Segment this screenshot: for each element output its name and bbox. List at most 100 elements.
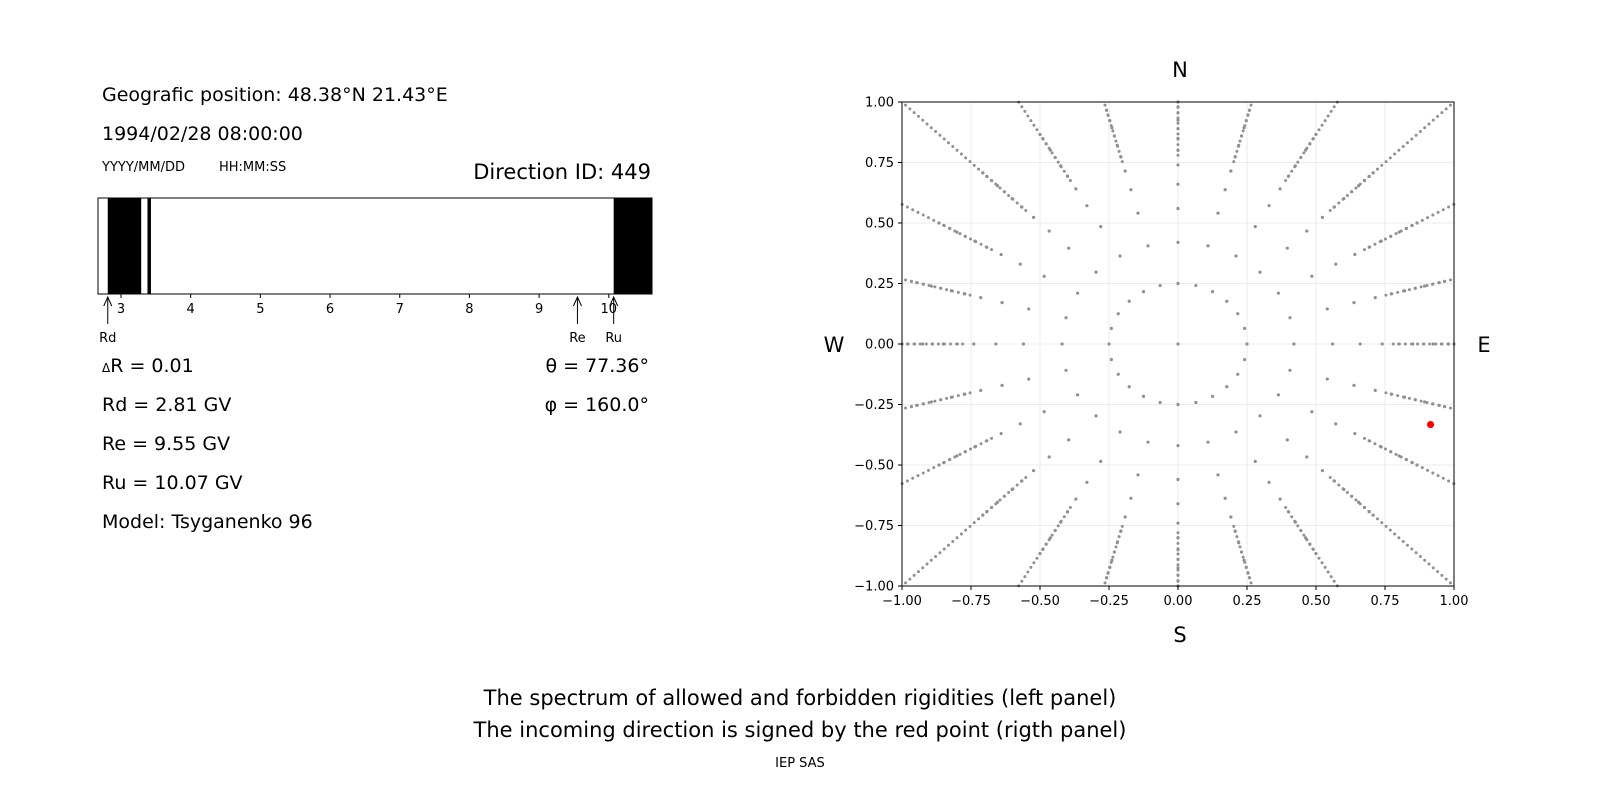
grid-point bbox=[1047, 146, 1051, 150]
grid-point bbox=[968, 160, 972, 164]
grid-point bbox=[1118, 254, 1122, 258]
grid-point bbox=[1056, 160, 1060, 164]
grid-point bbox=[1378, 444, 1382, 448]
grid-point bbox=[1018, 422, 1022, 426]
grid-point bbox=[1380, 163, 1384, 167]
grid-point bbox=[1062, 169, 1066, 173]
grid-point bbox=[904, 406, 908, 410]
grid-point bbox=[939, 398, 943, 402]
grid-point bbox=[1410, 460, 1414, 464]
grid-point bbox=[951, 145, 955, 149]
grid-point bbox=[937, 463, 941, 467]
grid-point bbox=[1246, 113, 1250, 117]
grid-point bbox=[921, 402, 925, 406]
grid-point bbox=[1389, 234, 1393, 238]
grid-point bbox=[1418, 555, 1422, 559]
y-tick-label: 1.00 bbox=[865, 96, 894, 111]
grid-point bbox=[1402, 289, 1406, 293]
grid-point bbox=[1393, 532, 1397, 536]
grid-point bbox=[1123, 169, 1127, 173]
grid-point bbox=[1234, 254, 1238, 258]
grid-point bbox=[1176, 143, 1180, 147]
grid-point bbox=[1176, 557, 1180, 561]
x-tick-label: −0.50 bbox=[1020, 594, 1060, 609]
grid-point bbox=[1176, 240, 1180, 244]
grid-point bbox=[1431, 566, 1435, 570]
marker-arrow-head bbox=[103, 295, 113, 307]
grid-point bbox=[1337, 201, 1341, 205]
grid-point bbox=[1285, 438, 1289, 442]
grid-point bbox=[1363, 178, 1367, 182]
grid-point bbox=[1117, 535, 1121, 539]
grid-point bbox=[1229, 169, 1233, 173]
grid-point bbox=[1238, 545, 1242, 549]
grid-point bbox=[1176, 531, 1180, 535]
grid-point bbox=[1427, 562, 1431, 566]
grid-point bbox=[1302, 151, 1306, 155]
grid-point bbox=[1444, 107, 1448, 111]
grid-point bbox=[1236, 312, 1240, 316]
grid-point bbox=[1426, 216, 1430, 220]
grid-point bbox=[1206, 440, 1210, 444]
grid-point bbox=[1210, 394, 1215, 398]
grid-point bbox=[1418, 129, 1422, 133]
grid-point bbox=[1176, 137, 1180, 141]
grid-point bbox=[962, 392, 966, 396]
grid-point bbox=[1233, 529, 1237, 533]
grid-point bbox=[1416, 342, 1420, 346]
grid-point bbox=[937, 221, 941, 225]
grid-point bbox=[1106, 113, 1110, 117]
grid-point bbox=[968, 391, 972, 395]
grid-point bbox=[912, 342, 916, 346]
grid-point bbox=[1384, 160, 1388, 164]
grid-point bbox=[984, 245, 988, 249]
model: Model: Tsyganenko 96 bbox=[102, 511, 313, 533]
grid-point bbox=[1109, 326, 1113, 330]
grid-point bbox=[1393, 152, 1397, 156]
grid-point bbox=[1394, 452, 1398, 456]
grid-point bbox=[1299, 155, 1303, 159]
grid-point bbox=[989, 506, 993, 510]
grid-point bbox=[951, 539, 955, 543]
grid-point bbox=[1383, 447, 1387, 451]
grid-point bbox=[1241, 129, 1245, 133]
grid-point bbox=[1448, 406, 1452, 410]
grid-point bbox=[1308, 542, 1312, 546]
grid-point bbox=[1403, 342, 1407, 346]
grid-point bbox=[1146, 244, 1150, 248]
grid-point bbox=[938, 133, 942, 137]
grid-point bbox=[1333, 205, 1337, 209]
grid-point bbox=[1402, 395, 1406, 399]
grid-point bbox=[953, 229, 957, 233]
x-tick-label: 10 bbox=[601, 302, 618, 317]
grid-point bbox=[981, 513, 985, 517]
grid-point bbox=[906, 342, 910, 346]
grid-point bbox=[942, 547, 946, 551]
grid-point bbox=[1419, 399, 1423, 403]
grid-point bbox=[1105, 576, 1109, 580]
grid-point bbox=[1035, 556, 1039, 560]
grid-point bbox=[1290, 169, 1294, 173]
grid-point bbox=[1317, 556, 1321, 560]
grid-point bbox=[1373, 296, 1377, 300]
grid-point bbox=[1443, 279, 1447, 283]
grid-point bbox=[1431, 471, 1435, 475]
grid-point bbox=[1292, 342, 1296, 346]
grid-point bbox=[1094, 414, 1098, 418]
grid-point bbox=[1284, 179, 1288, 183]
grid-point bbox=[934, 555, 938, 559]
grid-point bbox=[1038, 132, 1042, 136]
grid-point bbox=[930, 342, 934, 346]
grid-point bbox=[1249, 581, 1253, 585]
grid-point bbox=[929, 400, 933, 404]
grid-point bbox=[1236, 144, 1240, 148]
grid-point bbox=[1247, 108, 1251, 112]
grid-point bbox=[1290, 515, 1294, 519]
grid-point bbox=[1060, 342, 1064, 346]
grid-point bbox=[1375, 167, 1379, 171]
grid-point bbox=[1123, 515, 1127, 519]
grid-point bbox=[1399, 455, 1403, 459]
grid-point bbox=[985, 175, 989, 179]
x-tick-label: 1.00 bbox=[1440, 594, 1469, 609]
x-tick-label: 5 bbox=[256, 302, 264, 317]
